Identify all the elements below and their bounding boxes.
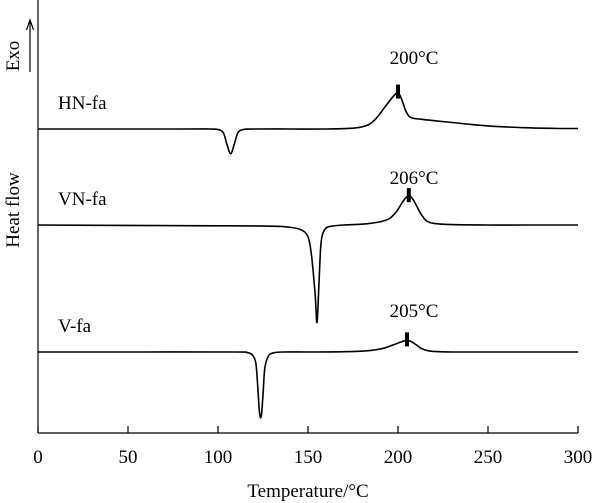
exo-arrowhead-icon [25,18,35,31]
peak-label-v-fa: 205°C [390,301,439,322]
x-tick-label-200: 200 [384,447,413,468]
series-line-vn-fa [37,195,578,324]
x-tick-label-0: 0 [33,447,43,468]
x-tick-label-100: 100 [204,447,233,468]
series-label-vn-fa: VN-fa [58,189,107,210]
x-axis-label: Temperature/°C [247,481,368,502]
series-label-v-fa: V-fa [58,316,92,337]
exo-indicator: Exo [3,18,35,72]
axes [37,0,578,434]
x-tick-label-300: 300 [564,447,593,468]
curves: HN-fa 200°C VN-fa 206°C V-fa 205°C [37,48,578,419]
series-line-v-fa [37,339,578,419]
peak-label-hn-fa: 200°C [390,48,439,69]
x-tick-label-50: 50 [119,447,138,468]
x-ticks: 0 50 100 150 200 250 300 [33,426,592,468]
x-tick-label-150: 150 [294,447,323,468]
exo-label: Exo [3,41,24,72]
series-label-hn-fa: HN-fa [58,93,107,114]
x-tick-label-250: 250 [474,447,503,468]
series-line-hn-fa [37,91,578,155]
peak-label-vn-fa: 206°C [390,168,439,189]
y-axis-label: Heat flow [3,172,24,248]
